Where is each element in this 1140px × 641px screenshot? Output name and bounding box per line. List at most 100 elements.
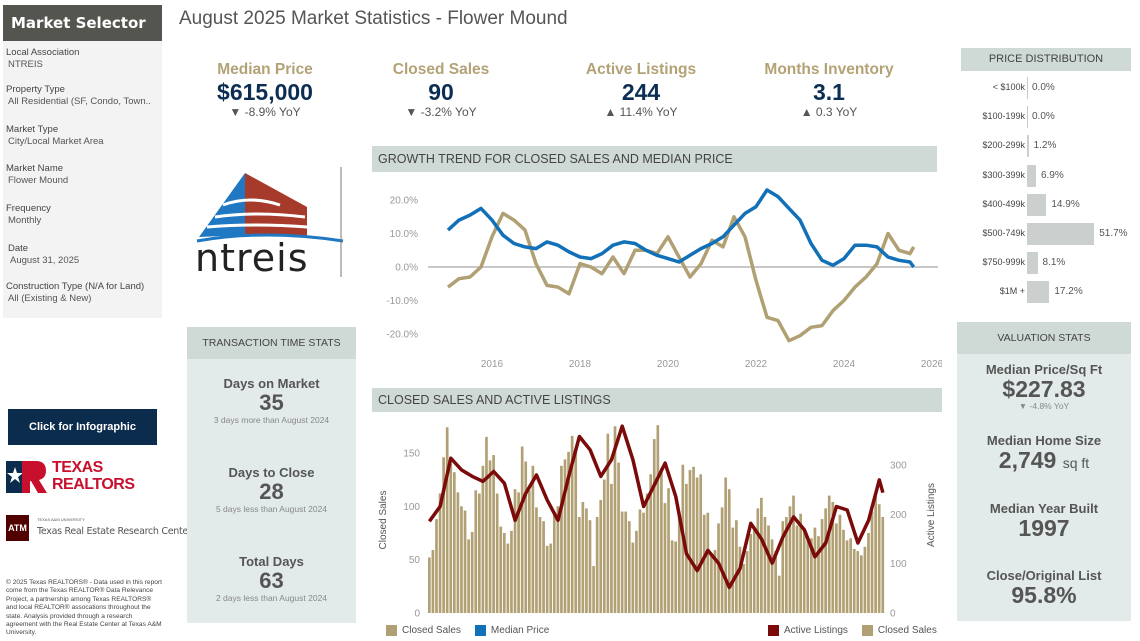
- closed-sales-bar: [795, 525, 799, 613]
- closed-sales-bar: [510, 530, 513, 613]
- closed-sales-bar: [460, 506, 463, 613]
- closed-sales-bar: [599, 499, 603, 613]
- filter-frequency[interactable]: Frequency Monthly: [6, 203, 51, 227]
- kpi-active-listings: Active Listings 244 ▲ 11.4% YoY: [556, 61, 726, 119]
- filter-market-name[interactable]: Market Name Flower Mound: [6, 163, 68, 187]
- kpi-yoy: ▲ 0.3 YoY: [800, 105, 858, 119]
- price-bar: [1027, 223, 1095, 245]
- closed-sales-bar: [692, 466, 695, 613]
- legend-swatch-active-listings: [768, 625, 779, 636]
- y-tick-label: 50: [409, 555, 421, 566]
- closed-sales-bar: [488, 460, 492, 613]
- price-bar: [1027, 193, 1047, 216]
- closed-sales-bar: [574, 447, 578, 613]
- stat-value: $227.83: [1002, 376, 1086, 402]
- closed-sales-bar: [645, 493, 649, 613]
- closed-sales-bar: [502, 533, 506, 613]
- closed-sales-bar: [542, 521, 545, 613]
- closed-sales-bar: [549, 543, 553, 613]
- filter-value: All (Existing & New): [8, 293, 92, 304]
- closed-sales-bar: [863, 546, 867, 613]
- closed-sales-listings-chart: 0 50 100 150 0 100 200 300 Closed Sales Active Li…: [378, 424, 937, 620]
- closed-sales-bar: [674, 541, 678, 613]
- y-tick-label: 0.0%: [395, 263, 418, 274]
- kpi-months-inventory: Months Inventory 3.1 ▲ 0.3 YoY: [744, 61, 914, 119]
- legend-swatch-median-price: [474, 625, 486, 636]
- stat-value: 63: [259, 568, 284, 593]
- y2-tick-label: 0: [890, 609, 896, 620]
- filter-label: Property Type: [6, 84, 65, 95]
- kpi-value: $615,000: [217, 79, 313, 105]
- kpi-yoy: ▼ -3.2% YoY: [405, 105, 477, 119]
- closed-sales-bar: [567, 451, 570, 613]
- closed-sales-bar: [824, 508, 827, 613]
- price-bar: [1027, 164, 1036, 187]
- transaction-time-stats-title: TRANSACTION TIME STATS: [187, 327, 356, 359]
- stat-label: Total Days: [239, 554, 304, 569]
- closed-sales-bar: [738, 546, 742, 613]
- closed-sales-bar: [428, 557, 431, 613]
- texas-realtors-emblem-icon: [6, 461, 47, 493]
- closed-sales-bar: [613, 426, 617, 613]
- closed-sales-bar: [492, 455, 495, 613]
- y-tick-label: 20.0%: [390, 196, 418, 207]
- y-tick-label: 100: [403, 502, 420, 513]
- y2-axis-title: Active Listings: [926, 483, 937, 547]
- kpi-value: 244: [621, 79, 661, 105]
- filter-construction-type[interactable]: Construction Type (N/A for Land) All (Exi…: [6, 281, 144, 305]
- y-tick-label: 150: [403, 448, 420, 459]
- closed-sales-bar: [813, 527, 817, 613]
- closed-sales-bar: [767, 525, 770, 613]
- filter-value: All Residential (SF, Condo, Town..: [8, 96, 151, 107]
- closed-sales-bar: [695, 477, 699, 613]
- valuation-stats-title: VALUATION STATS: [957, 322, 1131, 354]
- x-tick-label: 2016: [481, 359, 504, 370]
- closed-sales-bar: [713, 550, 717, 613]
- kpi-yoy: ▼ -8.9% YoY: [229, 105, 301, 119]
- price-bar: [1027, 252, 1038, 275]
- bar-axis: [1027, 106, 1028, 129]
- closed-sales-bar: [556, 506, 560, 613]
- closed-sales-bar: [749, 534, 753, 613]
- price-range-label: $100-199k: [982, 111, 1025, 122]
- price-distribution-row: $400-499k 14.9%: [961, 193, 1140, 216]
- x-tick-label: 2026: [921, 359, 942, 370]
- closed-sales-bar: [442, 457, 445, 613]
- stat-unit: sq ft: [1062, 455, 1090, 471]
- filter-value: City/Local Market Area: [8, 136, 104, 147]
- closed-sales-bar: [592, 566, 595, 613]
- y2-tick-label: 100: [890, 559, 907, 570]
- stat-days-on-market: Days on Market 35 3 days more than August …: [187, 376, 356, 425]
- kpi-label: Months Inventory: [764, 61, 894, 78]
- filter-local-association[interactable]: Local Association NTREIS: [6, 47, 79, 71]
- closed-sales-bar: [513, 489, 517, 613]
- closed-sales-bar: [627, 521, 631, 613]
- closed-sales-bar: [552, 514, 556, 613]
- filter-market-type[interactable]: Market Type City/Local Market Area: [6, 124, 104, 148]
- closed-sales-bar: [431, 550, 435, 613]
- tamu-emblem-icon: ATM: [6, 515, 29, 541]
- filter-value: August 31, 2025: [10, 255, 80, 266]
- closed-sales-bar: [720, 507, 724, 613]
- closed-sales-bar: [452, 472, 456, 613]
- stat-value: 2,749: [998, 447, 1057, 473]
- stat-label: Days to Close: [228, 465, 315, 480]
- closed-sales-bar: [820, 519, 824, 613]
- series-line-median-price: [446, 188, 916, 269]
- closed-sales-bar: [663, 503, 667, 613]
- bar-axis: [1027, 77, 1028, 99]
- y2-tick-label: 300: [890, 461, 907, 472]
- closed-sales-bar: [788, 506, 792, 613]
- filter-property-type[interactable]: Property Type All Residential (SF, Condo,…: [6, 84, 151, 108]
- stat-sub: 3 days more than August 2024: [213, 415, 330, 425]
- filter-label: Date: [8, 243, 29, 254]
- filter-date[interactable]: Date August 31, 2025: [8, 243, 79, 267]
- tamu-logo: ATM TEXAS A&M UNIVERSITY Texas Real Esta…: [6, 515, 192, 541]
- closed-sales-bar: [638, 509, 642, 613]
- stat-value: 35: [259, 390, 284, 415]
- closed-sales-bar: [770, 539, 774, 613]
- closed-sales-bar: [817, 536, 820, 613]
- infographic-button[interactable]: Click for Infographic: [8, 409, 157, 445]
- filter-label: Local Association: [6, 47, 80, 58]
- closed-sales-bar: [806, 539, 810, 613]
